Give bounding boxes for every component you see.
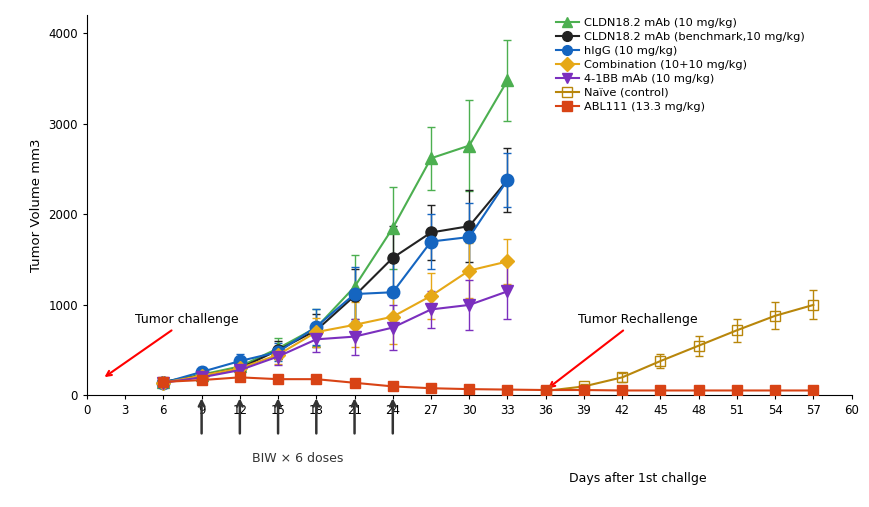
Legend: CLDN18.2 mAb (10 mg/kg), CLDN18.2 mAb (benchmark,10 mg/kg), hIgG (10 mg/kg), Com: CLDN18.2 mAb (10 mg/kg), CLDN18.2 mAb (b…: [552, 13, 810, 116]
Text: Tumor Rechallenge: Tumor Rechallenge: [550, 313, 697, 387]
Y-axis label: Tumor Volume mm3: Tumor Volume mm3: [30, 138, 43, 272]
Text: Tumor challenge: Tumor challenge: [106, 313, 239, 376]
Text: Days after 1st challge: Days after 1st challge: [568, 472, 706, 485]
Text: BIW × 6 doses: BIW × 6 doses: [251, 452, 343, 464]
